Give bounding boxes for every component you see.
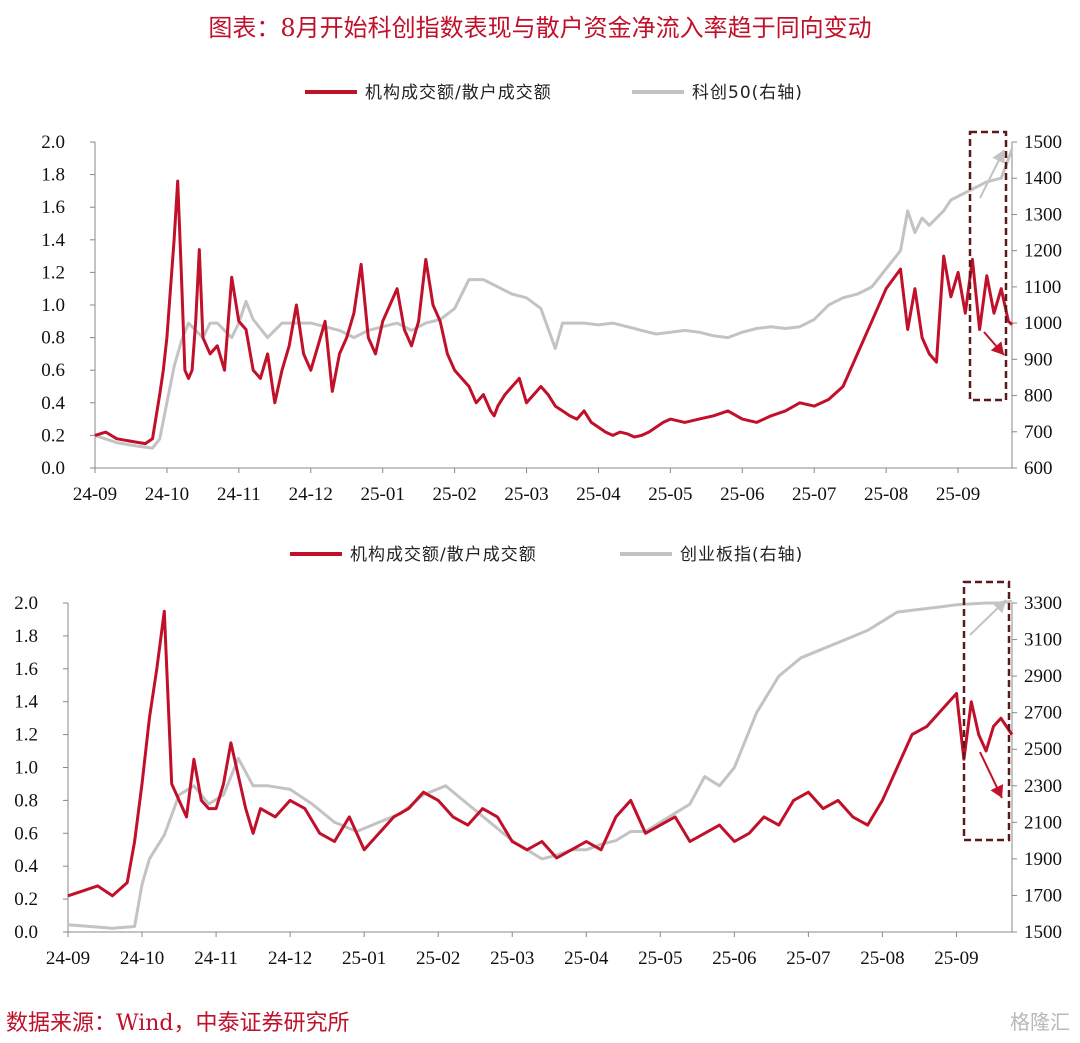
x-tick-label: 24-12: [268, 948, 312, 969]
watermark-logo: 格隆汇: [1010, 1010, 1070, 1034]
left-tick-label: 1.8: [41, 165, 65, 186]
left-tick-label: 0.4: [14, 856, 38, 877]
x-tick-label: 25-06: [712, 948, 756, 969]
left-tick-label: 0.6: [41, 360, 65, 381]
x-tick-label: 25-04: [576, 484, 621, 505]
x-tick-label: 25-07: [792, 484, 836, 505]
x-tick-label: 25-05: [638, 948, 682, 969]
left-tick-label: 0.6: [14, 823, 38, 844]
right-tick-label: 1000: [1024, 313, 1062, 334]
right-tick-label: 1400: [1024, 168, 1062, 189]
legend-label: 创业板指(右轴): [680, 545, 803, 565]
legend-label: 科创50(右轴): [692, 83, 803, 103]
left-tick-label: 1.2: [14, 725, 38, 746]
chart-star50: 0.0 0.2 0.4 0.6 0.8 1.0 1.2 1.4 1.6 1.8 2.0 600 700 8…: [41, 83, 1062, 505]
x-tick-label: 25-06: [720, 484, 764, 505]
right-tick-label: 700: [1024, 422, 1053, 443]
x-tick-label: 25-02: [416, 948, 460, 969]
x-tick-label: 25-01: [361, 484, 405, 505]
left-tick-label: 0.8: [41, 328, 65, 349]
highlight-box: [968, 130, 1008, 402]
x-tick-label: 25-01: [342, 948, 386, 969]
right-tick-label: 3300: [1024, 593, 1062, 614]
x-tick-label: 24-11: [217, 484, 261, 505]
x-tick-label: 24-10: [145, 484, 189, 505]
right-tick-label: 3100: [1024, 630, 1062, 651]
right-tick-label: 1200: [1024, 241, 1062, 262]
left-tick-label: 1.8: [14, 626, 38, 647]
left-tick-label: 1.0: [41, 295, 65, 316]
right-tick-label: 2300: [1024, 776, 1062, 797]
legend-label: 机构成交额/散户成交额: [365, 83, 552, 103]
x-tick-label: 24-10: [120, 948, 164, 969]
left-tick-label: 0.0: [14, 922, 38, 943]
left-tick-label: 1.2: [41, 262, 65, 283]
x-tick-label: 25-07: [786, 948, 830, 969]
right-tick-label: 1700: [1024, 885, 1062, 906]
left-tick-label: 1.4: [41, 230, 65, 251]
right-tick-label: 1900: [1024, 849, 1062, 870]
trend-arrow-head: [990, 784, 1004, 798]
page-title: 图表：8月开始科创指数表现与散户资金净流入率趋于同向变动: [208, 14, 872, 42]
chart-chinext: 0.0 0.2 0.4 0.6 0.8 1.0 1.2 1.4 1.6 1.8 2.0 1500 170…: [14, 545, 1062, 969]
left-tick-label: 2.0: [14, 593, 38, 614]
right-tick-label: 1500: [1024, 922, 1062, 943]
left-tick-label: 1.4: [14, 692, 38, 713]
x-tick-label: 24-09: [73, 484, 117, 505]
trend-arrow-head: [992, 600, 1006, 614]
trend-arrow-head: [990, 341, 1004, 355]
x-tick-label: 24-09: [46, 948, 90, 969]
left-tick-label: 0.2: [41, 425, 65, 446]
series-line-institution-retail-ratio: [94, 179, 1014, 446]
right-tick-label: 2700: [1024, 703, 1062, 724]
left-tick-label: 0.2: [14, 889, 38, 910]
left-tick-label: 1.6: [41, 197, 65, 218]
x-tick-label: 24-11: [194, 948, 238, 969]
left-tick-label: 0.4: [41, 393, 65, 414]
x-tick-label: 25-08: [864, 484, 908, 505]
x-tick-label: 25-03: [504, 484, 548, 505]
x-tick-label: 25-05: [648, 484, 692, 505]
x-tick-label: 25-08: [860, 948, 904, 969]
right-tick-label: 1100: [1024, 277, 1061, 298]
highlight-box: [962, 580, 1011, 842]
left-tick-label: 0.0: [41, 458, 65, 479]
trend-arrow-head: [992, 150, 1005, 164]
right-tick-label: 900: [1024, 349, 1053, 370]
right-tick-label: 1300: [1024, 204, 1062, 225]
series-line-index: [94, 148, 1014, 450]
left-tick-label: 1.0: [14, 758, 38, 779]
x-tick-label: 25-09: [936, 484, 980, 505]
data-source-note: 数据来源：Wind，中泰证券研究所: [6, 1011, 350, 1036]
x-tick-label: 25-03: [490, 948, 534, 969]
series-line-index: [67, 599, 1013, 930]
left-tick-label: 0.8: [14, 790, 38, 811]
right-tick-label: 600: [1024, 458, 1053, 479]
right-tick-label: 800: [1024, 386, 1053, 407]
left-tick-label: 1.6: [14, 659, 38, 680]
x-tick-label: 24-12: [289, 484, 333, 505]
legend-label: 机构成交额/散户成交额: [350, 545, 537, 565]
x-tick-label: 25-09: [934, 948, 978, 969]
right-tick-label: 2900: [1024, 666, 1062, 687]
right-tick-label: 1500: [1024, 132, 1062, 153]
x-tick-label: 25-04: [564, 948, 609, 969]
series-line-institution-retail-ratio: [67, 609, 1014, 898]
right-tick-label: 2500: [1024, 739, 1062, 760]
right-tick-label: 2100: [1024, 812, 1062, 833]
left-tick-label: 2.0: [41, 132, 65, 153]
x-tick-label: 25-02: [432, 484, 476, 505]
